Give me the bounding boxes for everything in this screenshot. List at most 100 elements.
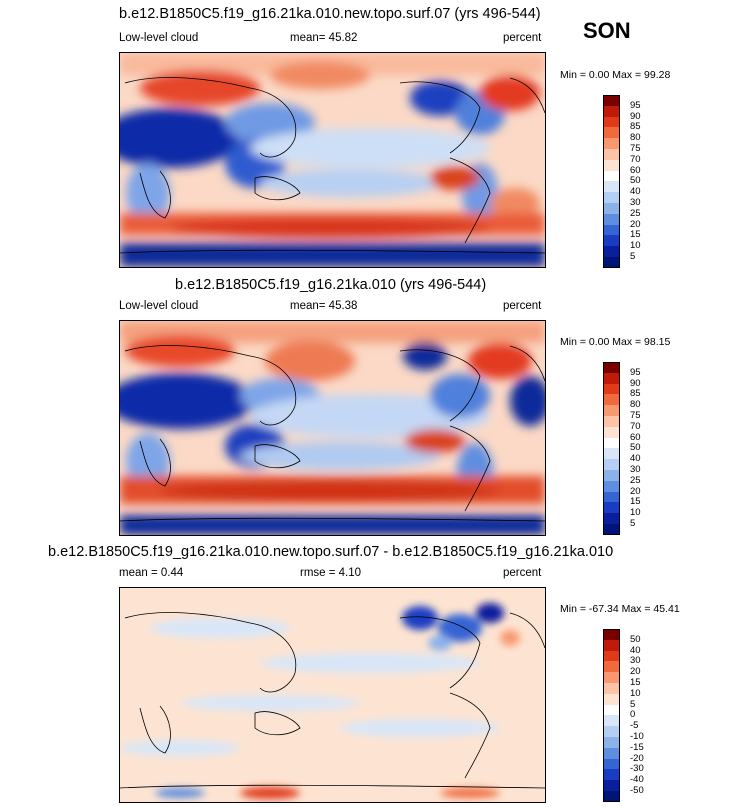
colorbar-swatch: [603, 116, 620, 128]
panel-2-mean-label: mean= 45.38: [290, 300, 358, 312]
colorbar-tick-label: 80: [630, 399, 641, 411]
colorbar-swatch: [603, 416, 620, 428]
colorbar-tick-label: -15: [630, 741, 644, 753]
panel-1-variable-label: Low-level cloud: [119, 32, 199, 44]
season-label: SON: [583, 18, 631, 43]
colorbar-swatch: [603, 138, 620, 150]
colorbar-tick-label: 50: [630, 442, 641, 454]
colorbar-tick-label: 90: [630, 110, 641, 122]
colorbar-swatch: [603, 715, 620, 727]
colorbar-tick-label: 10: [630, 240, 641, 252]
colorbar-swatch: [603, 650, 620, 662]
colorbar-swatch: [603, 747, 620, 760]
colorbar-swatch: [603, 405, 620, 417]
colorbar-tick-label: -20: [630, 752, 644, 764]
colorbar-tick-label: 70: [630, 153, 641, 165]
colorbar-swatch: [603, 170, 620, 182]
colorbar-swatch: [603, 246, 620, 258]
colorbar-swatch: [603, 383, 620, 395]
colorbar-swatch: [603, 426, 620, 439]
colorbar-swatch: [603, 693, 620, 706]
colorbar-tick-label: 25: [630, 207, 641, 219]
colorbar-swatch: [603, 235, 620, 247]
panel-1-units-label: percent: [503, 32, 542, 44]
panel-3-map: [119, 587, 546, 803]
colorbar-tick-label: 50: [630, 633, 641, 645]
colorbar-tick-label: 40: [630, 453, 641, 465]
colorbar-swatch: [603, 758, 620, 770]
colorbar-tick-label: 5: [630, 518, 636, 529]
colorbar-tick-label: 50: [630, 175, 641, 187]
colorbar-tick-label: 60: [630, 431, 641, 443]
panel-1-mean-label: mean= 45.82: [290, 32, 358, 44]
colorbar-swatch: [603, 737, 620, 749]
colorbar-swatch: [603, 780, 620, 792]
colorbar-tick-label: 0: [630, 709, 636, 721]
colorbar-tick-label: 40: [630, 186, 641, 198]
colorbar-swatch: [603, 769, 620, 781]
colorbar-swatch: [603, 159, 620, 172]
colorbar-swatch: [603, 502, 620, 514]
panel-2-units-label: percent: [503, 300, 542, 312]
panel-1-map: [119, 52, 546, 268]
colorbar-tick-label: 20: [630, 218, 641, 230]
colorbar-swatch: [603, 192, 620, 204]
panel-2-variable-label: Low-level cloud: [119, 300, 199, 312]
colorbar-tick-label: 15: [630, 677, 641, 688]
colorbar-swatch: [603, 203, 620, 215]
colorbar-swatch: [603, 127, 620, 139]
colorbar-tick-label: 25: [630, 474, 641, 486]
panel-3-rmse-label: rmse = 4.10: [300, 567, 362, 579]
colorbar-tick-label: 10: [630, 507, 641, 519]
panel-3-mean-label: mean = 0.44: [119, 567, 184, 579]
colorbar-tick-label: 5: [630, 251, 636, 262]
colorbar-swatch: [603, 491, 620, 503]
panel-2-title: b.e12.B1850C5.f19_g16.21ka.010 (yrs 496-…: [175, 277, 487, 293]
colorbar-tick-label: 30: [630, 197, 641, 208]
colorbar-swatch: [603, 513, 620, 525]
colorbar-swatch: [603, 726, 620, 738]
colorbar-swatch: [603, 639, 620, 652]
colorbar-tick-label: -40: [630, 774, 644, 786]
colorbar-swatch: [603, 362, 620, 374]
colorbar-tick-label: 40: [630, 644, 641, 656]
colorbar-swatch: [603, 149, 620, 161]
colorbar-swatch: [603, 704, 620, 716]
panel-1-minmax: Min = 0.00 Max = 99.28: [560, 69, 671, 81]
colorbar-tick-label: -5: [630, 720, 639, 732]
colorbar-tick-label: 95: [630, 366, 641, 378]
colorbar-swatch: [603, 105, 620, 118]
colorbar-swatch: [603, 459, 620, 471]
colorbar-tick-label: 20: [630, 485, 641, 497]
colorbar-tick-label: 85: [630, 121, 641, 133]
colorbar-swatch: [603, 448, 620, 460]
colorbar-swatch: [603, 683, 620, 695]
colorbar-tick-label: 75: [630, 143, 641, 154]
colorbar-tick-label: 90: [630, 377, 641, 389]
panel-1-title: b.e12.B1850C5.f19_g16.21ka.010.new.topo.…: [119, 6, 541, 22]
colorbar-swatch: [603, 524, 620, 536]
colorbar-swatch: [603, 181, 620, 193]
colorbar-tick-label: 15: [630, 496, 641, 508]
colorbar-swatch: [603, 791, 620, 803]
colorbar-tick-label: 95: [630, 99, 641, 111]
colorbar-tick-label: 30: [630, 464, 641, 475]
colorbar-tick-label: 60: [630, 164, 641, 176]
colorbar-swatch: [603, 437, 620, 449]
colorbar-tick-label: 80: [630, 132, 641, 144]
colorbar-swatch: [603, 661, 620, 673]
colorbar-tick-label: 5: [630, 698, 636, 710]
colorbar-tick-label: 15: [630, 229, 641, 241]
colorbar-swatch: [603, 372, 620, 385]
colorbar-tick-label: -50: [630, 785, 644, 796]
colorbar-tick-label: 10: [630, 687, 641, 699]
panel-2-map: [119, 320, 546, 536]
colorbar-swatch: [603, 213, 620, 226]
panel-3-title: b.e12.B1850C5.f19_g16.21ka.010.new.topo.…: [48, 544, 614, 560]
colorbar-swatch: [603, 257, 620, 269]
colorbar-swatch: [603, 224, 620, 236]
colorbar-swatch: [603, 629, 620, 641]
colorbar-tick-label: -10: [630, 731, 644, 742]
colorbar-swatch: [603, 394, 620, 406]
panel-2-minmax: Min = 0.00 Max = 98.15: [560, 336, 671, 348]
